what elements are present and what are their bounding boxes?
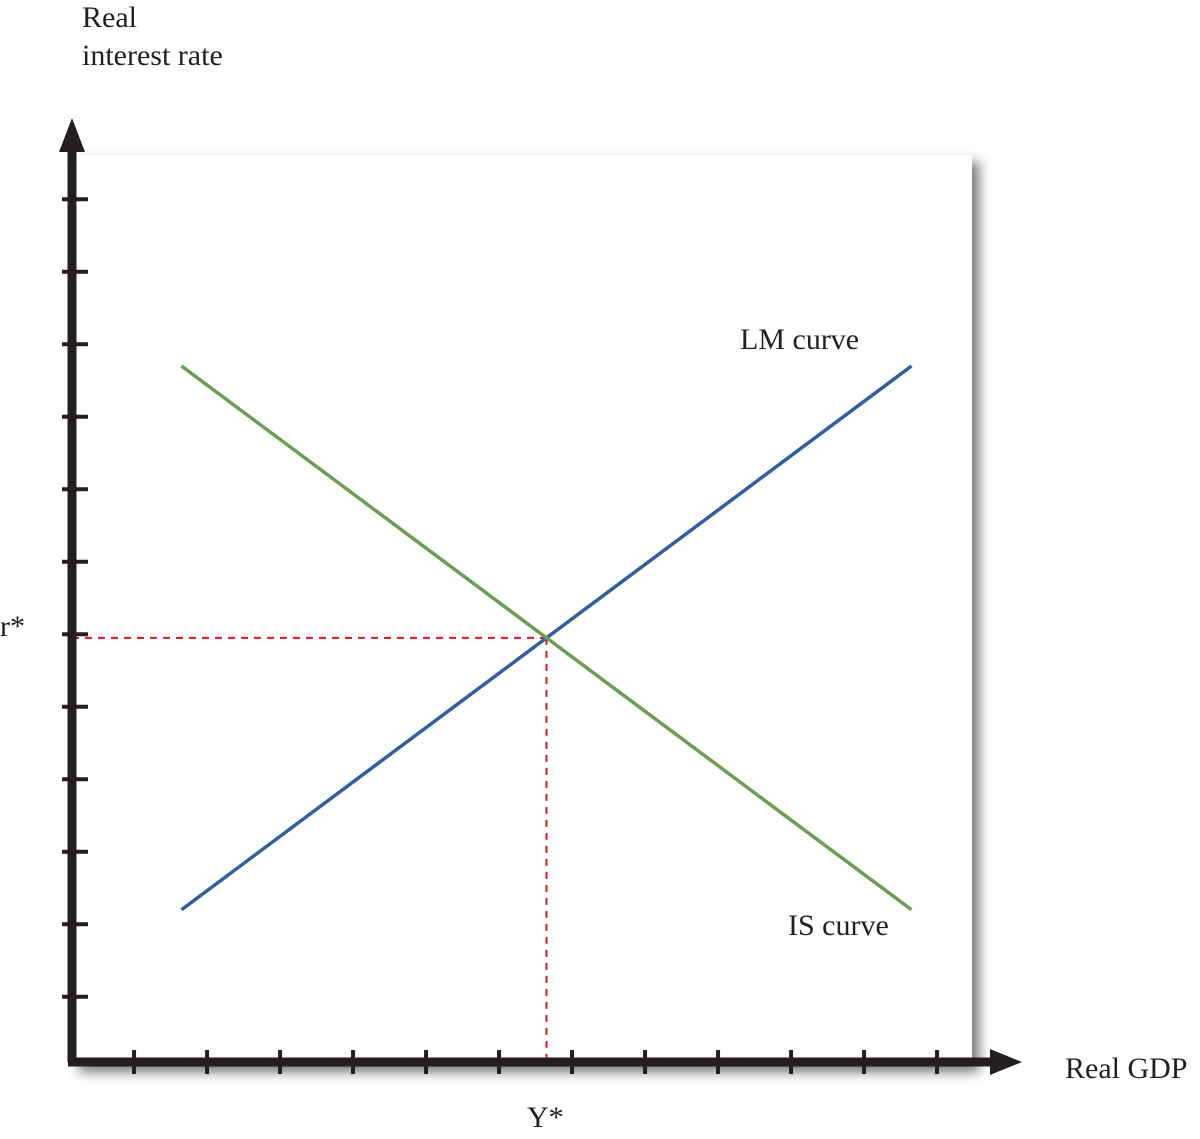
lm-curve-label: LM curve [740,323,859,356]
plot-area [72,155,972,1065]
y-axis-label-line-2: interest rate [82,39,223,72]
x-axis-arrowhead [990,1049,1022,1075]
y-axis-label-line-1: Real [82,1,137,34]
is-curve-label: IS curve [788,909,889,942]
x-axis-label: Real GDP [1065,1052,1188,1085]
y-axis-arrowhead [59,118,85,152]
r-star-label: r* [0,610,25,643]
y-star-label: Y* [527,1101,564,1134]
is-curve-line [180,364,913,912]
